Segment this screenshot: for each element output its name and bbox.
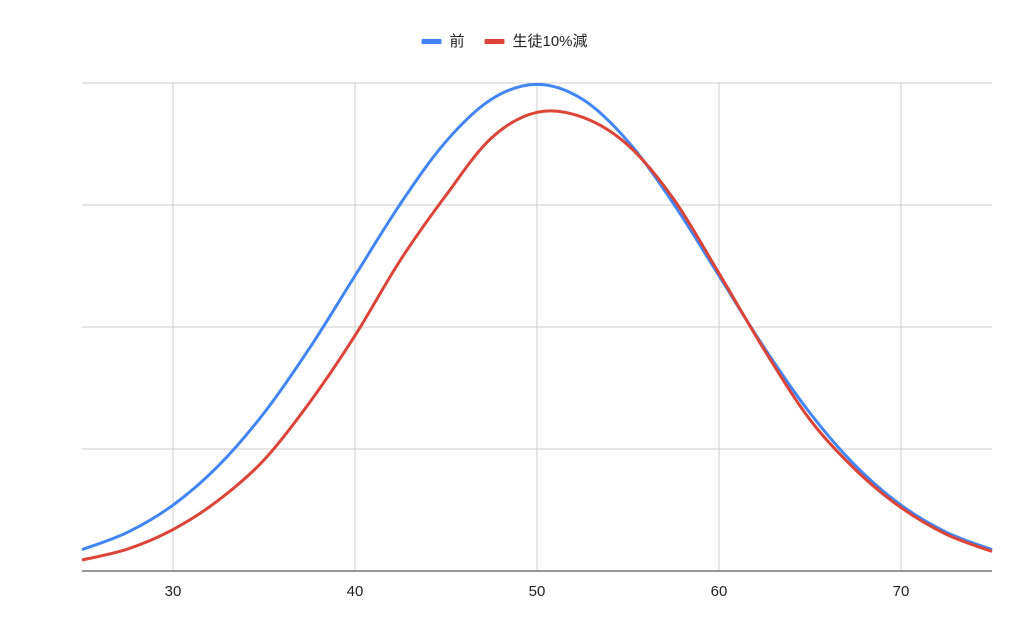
legend-swatch xyxy=(421,39,442,44)
legend-label: 生徒10%減 xyxy=(513,33,588,50)
x-tick-label: 50 xyxy=(529,583,546,600)
legend-swatch xyxy=(484,39,505,44)
x-tick-label: 60 xyxy=(711,583,728,600)
series-line xyxy=(81,109,993,562)
x-tick-label: 40 xyxy=(347,583,364,600)
x-tick-label: 30 xyxy=(165,583,182,600)
series-line xyxy=(81,82,993,552)
legend-label: 前 xyxy=(450,33,465,50)
x-tick-label: 70 xyxy=(893,583,910,600)
